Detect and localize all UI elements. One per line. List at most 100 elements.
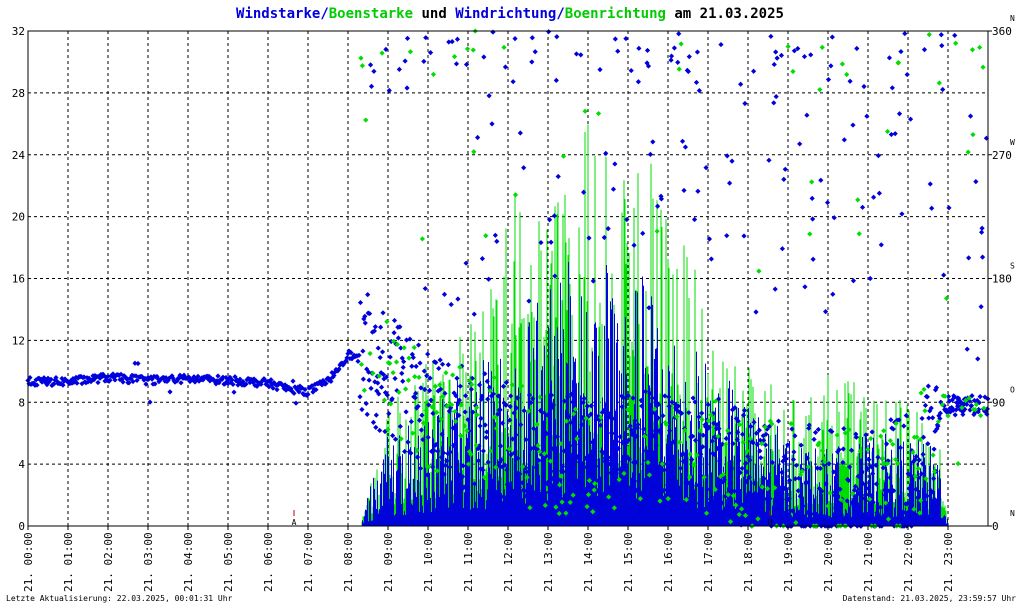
wind-direction-point <box>250 379 256 386</box>
gust-direction-point <box>759 484 765 490</box>
gust-direction-point <box>572 406 579 412</box>
wind-direction-point <box>290 378 296 384</box>
gust-direction-point <box>645 459 651 466</box>
wind-direction-point <box>630 395 636 401</box>
gust-direction-point <box>772 485 778 491</box>
gust-direction-point <box>396 389 402 395</box>
wind-direction-point <box>219 376 225 383</box>
wind-direction-point <box>495 411 501 417</box>
wind-direction-point <box>503 379 509 386</box>
wind-direction-point <box>618 508 624 514</box>
wind-direction-point <box>572 482 578 488</box>
wind-direction-point <box>678 465 684 471</box>
wind-direction-point <box>724 233 730 239</box>
wind-direction-point <box>590 278 596 284</box>
y-left-tick-20: 20 <box>12 211 25 224</box>
gust-direction-point <box>931 468 938 475</box>
wind-direction-point <box>898 48 904 55</box>
y-left-tick-28: 28 <box>12 87 25 100</box>
wind-direction-point <box>132 360 138 366</box>
gust-direction-point <box>977 44 983 51</box>
wind-direction-point <box>841 137 847 143</box>
wind-direction-point <box>836 447 842 453</box>
gust-direction-point <box>474 405 480 411</box>
wind-direction-point <box>869 429 875 435</box>
wind-direction-point <box>735 418 741 424</box>
gust-direction-point <box>557 482 563 488</box>
wind-direction-point <box>545 479 551 485</box>
wind-direction-point <box>486 93 492 99</box>
title-und: und <box>413 6 455 22</box>
wind-direction-point <box>565 482 571 489</box>
wind-direction-point <box>631 478 638 484</box>
wind-direction-point <box>48 376 54 382</box>
gust-direction-point <box>525 408 532 414</box>
wind-direction-point <box>843 514 849 520</box>
y-left-tick-8: 8 <box>18 396 25 409</box>
wind-direction-point <box>861 495 868 501</box>
wind-direction-point <box>787 477 793 483</box>
gust-direction-point <box>914 434 920 440</box>
wind-direction-point <box>533 464 539 471</box>
gust-direction-point <box>725 428 731 434</box>
wind-direction-point <box>975 356 981 362</box>
wind-direction-point <box>556 499 562 505</box>
wind-direction-point <box>919 461 926 467</box>
wind-direction-point <box>436 365 442 372</box>
wind-direction-point <box>811 511 818 517</box>
wind-direction-point <box>646 305 652 311</box>
gust-direction-point <box>747 436 753 442</box>
wind-direction-point <box>651 410 657 416</box>
wind-direction-point <box>481 54 487 60</box>
wind-direction-point <box>703 424 709 430</box>
wind-direction-point <box>60 382 66 388</box>
wind-direction-point <box>756 427 762 433</box>
wind-direction-point <box>594 497 600 503</box>
wind-direction-point <box>442 390 448 396</box>
gust-direction-point <box>953 40 959 46</box>
wind-direction-point <box>268 377 274 383</box>
wind-direction-point <box>787 507 793 514</box>
wind-direction-point <box>621 480 628 487</box>
wind-direction-point <box>438 386 444 392</box>
wind-direction-point <box>715 445 721 452</box>
wind-direction-point <box>734 498 740 504</box>
gust-direction-point <box>524 474 530 481</box>
wind-direction-point <box>802 284 808 290</box>
wind-direction-point <box>620 458 626 464</box>
wind-direction-point <box>835 497 842 504</box>
wind-direction-point <box>557 477 563 483</box>
wind-direction-point <box>551 468 557 474</box>
wind-direction-point <box>397 324 403 330</box>
gust-direction-point <box>699 417 705 423</box>
wind-direction-point <box>224 378 230 385</box>
wind-direction-point <box>877 504 883 510</box>
wind-direction-point <box>665 482 671 488</box>
gust-direction-point <box>687 451 693 457</box>
wind-direction-point <box>951 394 957 400</box>
wind-direction-point <box>482 422 488 428</box>
wind-direction-point <box>566 414 572 420</box>
wind-direction-point <box>191 374 197 380</box>
wind-direction-point <box>368 83 375 89</box>
wind-direction-point <box>623 440 629 446</box>
wind-direction-point <box>517 130 523 136</box>
gust-direction-point <box>487 448 494 454</box>
wind-direction-point <box>635 422 641 428</box>
gust-direction-point <box>890 441 896 447</box>
wind-direction-point <box>730 441 736 447</box>
gust-direction-point <box>474 412 480 418</box>
gust-direction-point <box>652 406 658 412</box>
wind-direction-point <box>928 405 934 411</box>
wind-direction-point <box>418 385 424 391</box>
wind-direction-point <box>103 374 109 380</box>
gust-direction-point <box>737 422 743 428</box>
gust-direction-point <box>910 449 916 455</box>
gust-direction-point <box>676 66 682 72</box>
wind-direction-point <box>637 502 643 508</box>
wind-direction-point <box>359 406 365 413</box>
wind-direction-point <box>488 393 495 399</box>
gust-direction-point <box>867 496 873 502</box>
wind-direction-point <box>680 450 686 457</box>
gust-direction-point <box>980 64 986 70</box>
